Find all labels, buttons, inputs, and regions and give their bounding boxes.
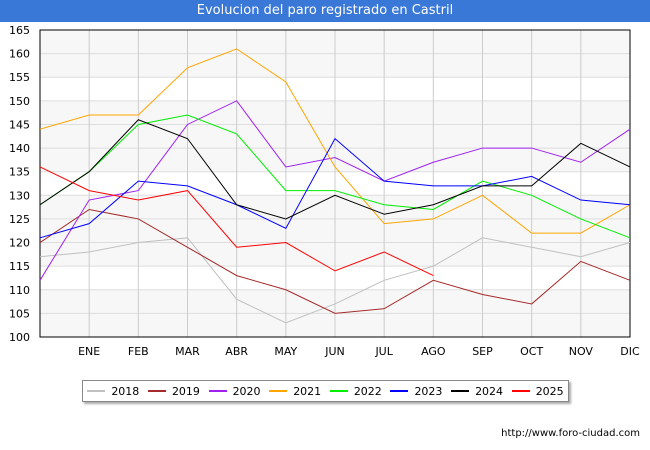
x-tick-label: MAY	[274, 345, 297, 358]
legend-swatch	[269, 390, 288, 392]
legend-swatch	[390, 390, 409, 392]
source-url: http://www.foro-ciudad.com	[501, 428, 640, 439]
y-tick-label: 145	[9, 118, 30, 131]
series-line-2025	[39, 166, 434, 277]
series-line-2023	[39, 137, 631, 239]
legend-swatch	[451, 390, 470, 392]
y-tick-label: 165	[9, 24, 30, 37]
y-tick-label: 105	[9, 307, 30, 320]
y-tick-label: 125	[9, 213, 30, 226]
x-tick-label: ABR	[225, 345, 248, 358]
y-tick-label: 120	[9, 237, 30, 250]
chart-title: Evolucion del paro registrado en Castril	[0, 0, 650, 22]
y-tick-label: 155	[9, 71, 30, 84]
y-tick-label: 130	[9, 189, 30, 202]
legend-label: 2023	[414, 384, 443, 398]
legend-swatch	[329, 390, 348, 392]
y-tick-label: 150	[9, 95, 30, 108]
y-tick-label: 100	[9, 331, 30, 344]
legend: 2018 2019 2020 2021 2022 2023 2024 2025	[82, 380, 569, 402]
legend-swatch	[147, 390, 166, 392]
legend-item-2019: 2019	[147, 384, 200, 398]
series-line-2020	[39, 100, 631, 281]
legend-swatch	[87, 390, 106, 392]
legend-swatch	[511, 390, 530, 392]
y-tick-label: 135	[9, 166, 30, 179]
legend-label: 2020	[232, 384, 261, 398]
x-tick-label: MAR	[175, 345, 200, 358]
legend-item-2023: 2023	[390, 385, 442, 398]
y-tick-label: 115	[9, 260, 30, 273]
legend-label: 2024	[475, 384, 504, 398]
x-tick-label: SEP	[472, 345, 493, 358]
x-tick-label: NOV	[569, 345, 594, 358]
legend-item-2021: 2021	[269, 385, 321, 398]
x-tick-label: JUL	[374, 345, 393, 358]
x-tick-label: OCT	[520, 345, 543, 358]
legend-item-2020: 2020	[208, 384, 261, 398]
legend-label: 2025	[535, 384, 564, 398]
series-line-2018	[39, 237, 631, 324]
series-line-2022	[39, 114, 631, 239]
x-tick-label: FEB	[128, 345, 149, 358]
x-tick-label: ENE	[78, 345, 100, 358]
legend-item-2025: 2025	[511, 384, 564, 398]
series-line-2024	[39, 119, 631, 220]
y-tick-label: 110	[9, 284, 30, 297]
legend-swatch	[208, 390, 227, 392]
x-tick-label: DIC	[620, 345, 640, 358]
legend-item-2018: 2018	[87, 385, 139, 398]
legend-item-2022: 2022	[329, 384, 382, 398]
legend-label: 2021	[293, 384, 322, 398]
series-line-2021	[39, 48, 631, 234]
y-tick-label: 160	[9, 48, 30, 61]
x-tick-label: AGO	[421, 345, 446, 358]
y-tick-label: 140	[9, 142, 30, 155]
legend-label: 2019	[171, 384, 200, 398]
legend-label: 2018	[111, 384, 140, 398]
legend-item-2024: 2024	[451, 385, 503, 398]
plot-frame	[39, 29, 631, 338]
legend-label: 2022	[353, 384, 382, 398]
series-line-2019	[39, 208, 631, 314]
x-tick-label: JUN	[324, 345, 345, 358]
